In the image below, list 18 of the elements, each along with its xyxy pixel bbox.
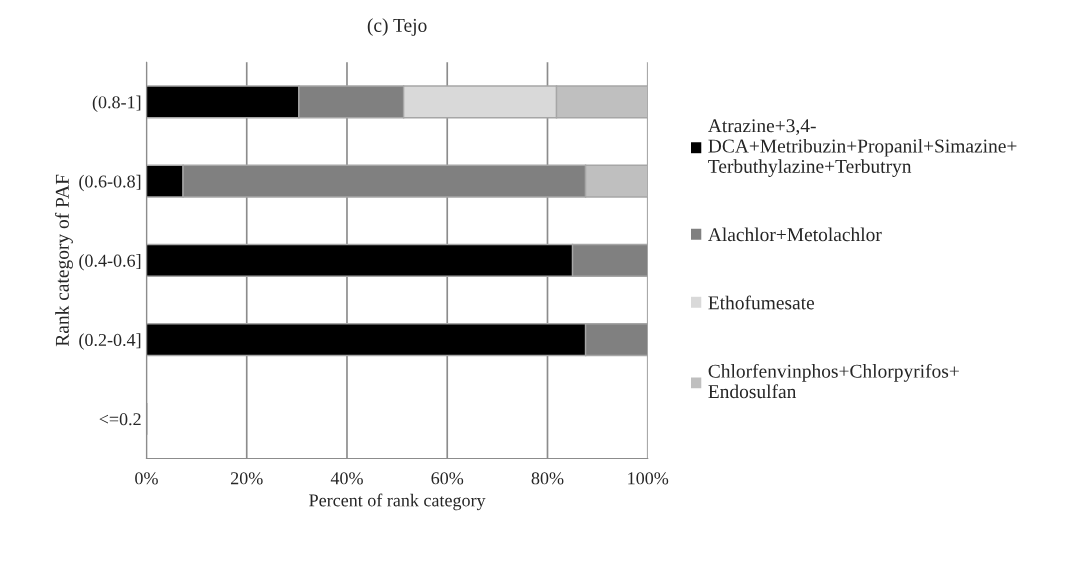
legend-label: Chlorfenvinphos+Chlorpyrifos+ Endosulfan — [708, 363, 959, 399]
y-tick-label: (0.8-1] — [92, 95, 141, 112]
x-tick-label: 100% — [628, 472, 669, 485]
chart-title: (c) Tejo — [367, 18, 427, 36]
x-tick-label: 60% — [431, 472, 464, 485]
y-tick-label: <=0.2 — [99, 413, 141, 426]
y-tick-label: (0.6-0.8] — [79, 174, 141, 192]
legend-label: Alachlor+Metolachlor — [708, 227, 882, 242]
x-tick-label: 80% — [531, 472, 564, 485]
legend-label: Ethofumesate — [708, 295, 815, 310]
y-tick-label: (0.4-0.6] — [79, 254, 141, 271]
y-tick-label: (0.2-0.4] — [79, 333, 141, 350]
x-tick-label: 0% — [135, 472, 158, 485]
y-axis-title: Rank category of PAF — [55, 174, 73, 347]
legend-label: Atrazine+3,4- DCA+Metribuzin+Propanil+Simazine+ Terbuthylazine+Terbutryn — [708, 119, 1017, 177]
x-tick-label: 40% — [330, 472, 363, 485]
x-axis-title: Percent of rank category — [309, 493, 486, 511]
x-tick-label: 20% — [230, 472, 263, 485]
